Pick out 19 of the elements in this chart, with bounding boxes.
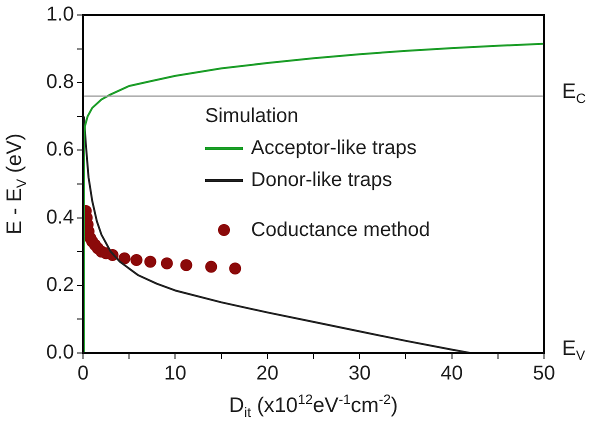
x-tick-label: 20	[256, 362, 279, 385]
y-tick-label: 0.8	[46, 71, 74, 94]
y-tick-label: 0.2	[46, 274, 74, 296]
y-tick-label: 1.0	[46, 4, 74, 26]
y-tick-label: 0.6	[46, 138, 74, 161]
x-tick-label: 40	[440, 362, 463, 385]
ref-line-label: E$_{C}$	[562, 80, 586, 106]
y-tick-label: 0.4	[46, 206, 74, 228]
y-tick-label: 0.0	[46, 342, 74, 364]
x-tick-label: 0	[77, 362, 89, 385]
x-tick-label: 10	[164, 362, 186, 385]
x-tick-label: 50	[532, 362, 556, 385]
legend-title: Simulation	[205, 104, 300, 128]
legend-label: Donor-like traps	[251, 168, 392, 192]
legend-label: Acceptor-like traps	[251, 136, 417, 160]
text: D$_{it}$ (x10$^{12}$eV$^{-1}$cm$^{-2}$)	[229, 392, 398, 420]
x-tick-label: 30	[348, 362, 371, 385]
legend-label: Coductance method	[251, 218, 430, 242]
text: E$_{V}$	[562, 337, 586, 364]
